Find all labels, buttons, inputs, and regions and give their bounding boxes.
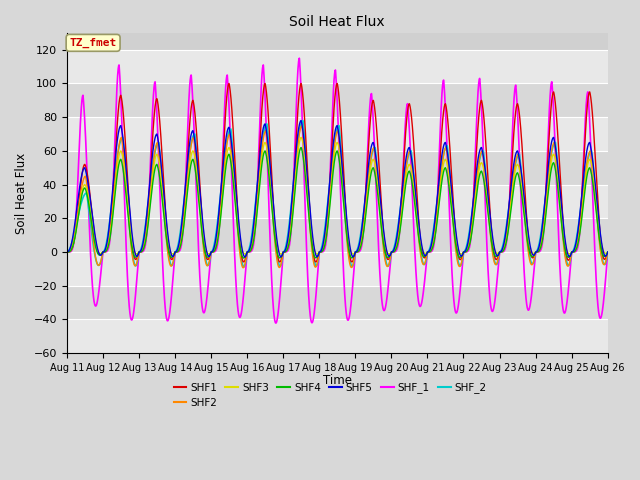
Bar <box>67 50 608 84</box>
SHF3 <box>247 248 255 253</box>
Text: TZ_fmet: TZ_fmet <box>70 38 116 48</box>
SHF4 <box>298 144 305 150</box>
SHF2 <box>239 265 247 271</box>
SHF_1 <box>575 241 582 247</box>
SHF_1 <box>319 249 327 254</box>
SHF_1 <box>63 249 70 255</box>
X-axis label: Time: Time <box>323 374 352 387</box>
Y-axis label: Soil Heat Flux: Soil Heat Flux <box>15 152 28 234</box>
SHF4 <box>581 186 589 192</box>
SHF3 <box>604 249 612 255</box>
SHF_2 <box>299 118 307 123</box>
SHF_1 <box>272 320 280 326</box>
SHF4 <box>604 249 612 255</box>
SHF5 <box>298 118 305 123</box>
SHF5 <box>581 160 589 166</box>
Line: SHF2: SHF2 <box>67 126 608 268</box>
Line: SHF_1: SHF_1 <box>67 58 608 323</box>
Line: SHF5: SHF5 <box>67 120 608 257</box>
SHF_1 <box>458 263 466 269</box>
SHF_1 <box>581 120 589 126</box>
SHF_2 <box>63 249 70 255</box>
SHF5 <box>241 254 249 260</box>
SHF2 <box>604 249 612 255</box>
SHF2 <box>247 246 255 252</box>
SHF1 <box>474 130 481 135</box>
Line: SHF4: SHF4 <box>67 147 608 258</box>
SHF5 <box>604 249 612 255</box>
SHF5 <box>575 224 582 230</box>
SHF1 <box>247 248 255 253</box>
Bar <box>67 218 608 252</box>
SHF2 <box>575 233 582 239</box>
SHF1 <box>276 259 284 265</box>
SHF5 <box>319 242 327 248</box>
Bar <box>67 319 608 353</box>
SHF3 <box>575 237 582 243</box>
Bar <box>67 252 608 286</box>
SHF3 <box>385 251 393 257</box>
SHF3 <box>581 180 589 185</box>
Line: SHF1: SHF1 <box>67 84 608 262</box>
SHF2 <box>298 123 306 129</box>
SHF_2 <box>319 239 327 244</box>
SHF2 <box>63 249 70 255</box>
SHF_1 <box>604 249 612 255</box>
SHF_2 <box>247 239 255 245</box>
SHF4 <box>319 247 327 253</box>
Legend: SHF1, SHF2, SHF3, SHF4, SHF5, SHF_1, SHF_2: SHF1, SHF2, SHF3, SHF4, SHF5, SHF_1, SHF… <box>170 378 491 412</box>
Bar <box>67 117 608 151</box>
SHF3 <box>458 251 466 256</box>
SHF2 <box>581 175 589 180</box>
SHF4 <box>474 183 481 189</box>
SHF4 <box>458 252 466 257</box>
SHF1 <box>604 249 612 255</box>
SHF_2 <box>458 257 466 263</box>
SHF_2 <box>474 168 481 173</box>
SHF1 <box>581 134 589 140</box>
Bar <box>67 185 608 218</box>
SHF_2 <box>575 223 582 228</box>
SHF3 <box>63 249 70 255</box>
SHF1 <box>63 249 70 255</box>
SHF5 <box>474 159 481 165</box>
SHF_1 <box>296 55 303 61</box>
SHF1 <box>458 253 466 259</box>
SHF5 <box>458 252 466 258</box>
SHF1 <box>333 81 341 86</box>
SHF3 <box>474 177 481 182</box>
Line: SHF3: SHF3 <box>67 137 608 254</box>
SHF4 <box>575 239 582 244</box>
SHF1 <box>319 248 326 253</box>
SHF_2 <box>604 249 612 255</box>
SHF_2 <box>240 264 248 270</box>
SHF3 <box>298 134 305 140</box>
Bar <box>67 151 608 185</box>
SHF3 <box>319 247 326 253</box>
SHF4 <box>247 248 255 253</box>
Bar <box>67 84 608 117</box>
SHF2 <box>319 246 327 252</box>
SHF_2 <box>581 172 589 178</box>
SHF1 <box>575 234 582 240</box>
SHF5 <box>63 249 70 255</box>
SHF4 <box>240 255 248 261</box>
SHF4 <box>63 249 70 255</box>
SHF2 <box>458 256 466 262</box>
Bar <box>67 286 608 319</box>
Line: SHF_2: SHF_2 <box>67 120 608 267</box>
Title: Soil Heat Flux: Soil Heat Flux <box>289 15 385 29</box>
SHF_1 <box>474 96 481 102</box>
SHF2 <box>474 169 481 175</box>
SHF_1 <box>247 249 255 254</box>
SHF5 <box>247 242 255 248</box>
